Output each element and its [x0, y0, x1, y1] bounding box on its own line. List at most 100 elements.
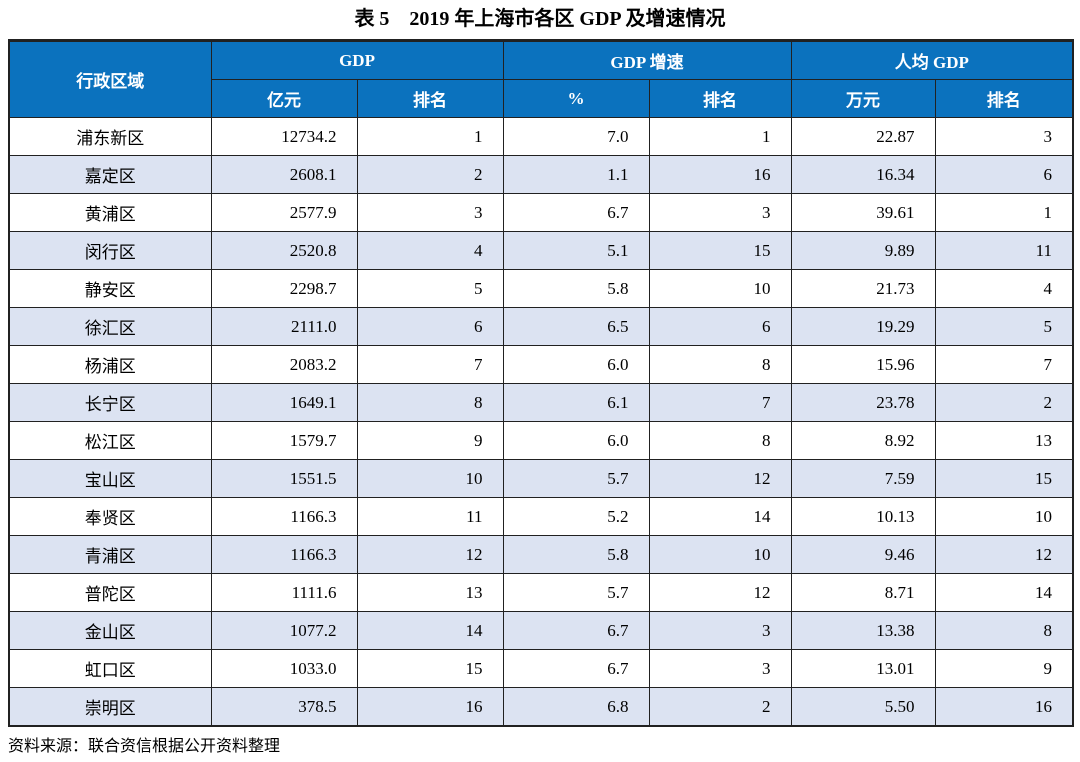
region-cell: 闵行区 [8, 231, 212, 270]
header-growth-rank: 排名 [648, 79, 792, 118]
gdp-value-cell: 2083.2 [210, 345, 358, 384]
per-capita-value-cell: 23.78 [790, 383, 936, 422]
table-row: 杨浦区 2083.2 7 6.0 8 15.96 7 [8, 345, 1074, 384]
gdp-table: 行政区域 GDP GDP 增速 人均 GDP 亿元 排名 % 排名 万元 排名 … [8, 39, 1075, 727]
growth-rank-cell: 8 [648, 345, 792, 384]
gdp-value-cell: 12734.2 [210, 117, 358, 156]
table-body: 浦东新区 12734.2 1 7.0 1 22.87 3 嘉定区 2608.1 2 1.1 16 16.… [8, 117, 1074, 727]
header-unit-row: 亿元 排名 % 排名 万元 排名 [9, 79, 1074, 118]
table-row: 长宁区 1649.1 8 6.1 7 23.78 2 [8, 383, 1074, 422]
per-capita-rank-cell: 3 [934, 117, 1074, 156]
gdp-rank-cell: 8 [356, 383, 504, 422]
region-cell: 虹口区 [8, 649, 212, 688]
header-per-capita-unit: 万元 [790, 79, 936, 118]
region-cell: 青浦区 [8, 535, 212, 574]
growth-value-cell: 5.7 [502, 573, 650, 612]
growth-rank-cell: 7 [648, 383, 792, 422]
region-cell: 普陀区 [8, 573, 212, 612]
gdp-rank-cell: 3 [356, 193, 504, 232]
gdp-rank-cell: 2 [356, 155, 504, 194]
gdp-rank-cell: 12 [356, 535, 504, 574]
growth-value-cell: 5.8 [502, 269, 650, 308]
gdp-value-cell: 1649.1 [210, 383, 358, 422]
growth-rank-cell: 15 [648, 231, 792, 270]
growth-rank-cell: 6 [648, 307, 792, 346]
table-title: 表 5 2019 年上海市各区 GDP 及增速情况 [354, 8, 726, 30]
gdp-value-cell: 1579.7 [210, 421, 358, 460]
gdp-value-cell: 2608.1 [210, 155, 358, 194]
table-row: 青浦区 1166.3 12 5.8 10 9.46 12 [8, 535, 1074, 574]
gdp-value-cell: 1166.3 [210, 497, 358, 536]
table-row: 松江区 1579.7 9 6.0 8 8.92 13 [8, 421, 1074, 460]
growth-value-cell: 6.0 [502, 345, 650, 384]
per-capita-value-cell: 22.87 [790, 117, 936, 156]
growth-value-cell: 5.1 [502, 231, 650, 270]
region-cell: 奉贤区 [8, 497, 212, 536]
gdp-value-cell: 1166.3 [210, 535, 358, 574]
per-capita-value-cell: 21.73 [790, 269, 936, 308]
per-capita-rank-cell: 4 [934, 269, 1074, 308]
growth-value-cell: 6.7 [502, 649, 650, 688]
table-row: 金山区 1077.2 14 6.7 3 13.38 8 [8, 611, 1074, 650]
table-row: 嘉定区 2608.1 2 1.1 16 16.34 6 [8, 155, 1074, 194]
region-cell: 黄浦区 [8, 193, 212, 232]
region-cell: 杨浦区 [8, 345, 212, 384]
per-capita-value-cell: 13.01 [790, 649, 936, 688]
gdp-rank-cell: 7 [356, 345, 504, 384]
growth-rank-cell: 10 [648, 535, 792, 574]
per-capita-rank-cell: 9 [934, 649, 1074, 688]
gdp-rank-cell: 9 [356, 421, 504, 460]
growth-rank-cell: 1 [648, 117, 792, 156]
growth-value-cell: 6.1 [502, 383, 650, 422]
region-cell: 徐汇区 [8, 307, 212, 346]
per-capita-rank-cell: 1 [934, 193, 1074, 232]
per-capita-rank-cell: 11 [934, 231, 1074, 270]
growth-rank-cell: 8 [648, 421, 792, 460]
per-capita-value-cell: 5.50 [790, 687, 936, 727]
growth-value-cell: 5.2 [502, 497, 650, 536]
gdp-value-cell: 1033.0 [210, 649, 358, 688]
header-group-per-capita-gdp: 人均 GDP [790, 40, 1074, 80]
per-capita-value-cell: 7.59 [790, 459, 936, 498]
gdp-rank-cell: 6 [356, 307, 504, 346]
growth-value-cell: 6.8 [502, 687, 650, 727]
gdp-rank-cell: 4 [356, 231, 504, 270]
per-capita-rank-cell: 7 [934, 345, 1074, 384]
per-capita-rank-cell: 14 [934, 573, 1074, 612]
region-cell: 长宁区 [8, 383, 212, 422]
gdp-rank-cell: 10 [356, 459, 504, 498]
per-capita-value-cell: 8.71 [790, 573, 936, 612]
growth-value-cell: 6.7 [502, 611, 650, 650]
per-capita-rank-cell: 2 [934, 383, 1074, 422]
growth-value-cell: 6.7 [502, 193, 650, 232]
region-cell: 金山区 [8, 611, 212, 650]
per-capita-rank-cell: 15 [934, 459, 1074, 498]
growth-rank-cell: 14 [648, 497, 792, 536]
table-row: 虹口区 1033.0 15 6.7 3 13.01 9 [8, 649, 1074, 688]
growth-rank-cell: 3 [648, 611, 792, 650]
per-capita-value-cell: 8.92 [790, 421, 936, 460]
gdp-rank-cell: 5 [356, 269, 504, 308]
per-capita-value-cell: 13.38 [790, 611, 936, 650]
gdp-value-cell: 2520.8 [210, 231, 358, 270]
region-cell: 宝山区 [8, 459, 212, 498]
header-growth-unit: % [502, 79, 650, 118]
per-capita-value-cell: 16.34 [790, 155, 936, 194]
table-row: 奉贤区 1166.3 11 5.2 14 10.13 10 [8, 497, 1074, 536]
region-cell: 嘉定区 [8, 155, 212, 194]
gdp-value-cell: 1111.6 [210, 573, 358, 612]
header-per-capita-rank: 排名 [934, 79, 1074, 118]
growth-rank-cell: 2 [648, 687, 792, 727]
growth-value-cell: 7.0 [502, 117, 650, 156]
gdp-value-cell: 2577.9 [210, 193, 358, 232]
gdp-value-cell: 1551.5 [210, 459, 358, 498]
per-capita-value-cell: 15.96 [790, 345, 936, 384]
per-capita-value-cell: 9.89 [790, 231, 936, 270]
region-cell: 崇明区 [8, 687, 212, 727]
table-row: 闵行区 2520.8 4 5.1 15 9.89 11 [8, 231, 1074, 270]
region-cell: 静安区 [8, 269, 212, 308]
header-gdp-unit: 亿元 [210, 79, 358, 118]
header-region: 行政区域 [8, 40, 212, 118]
region-cell: 浦东新区 [8, 117, 212, 156]
